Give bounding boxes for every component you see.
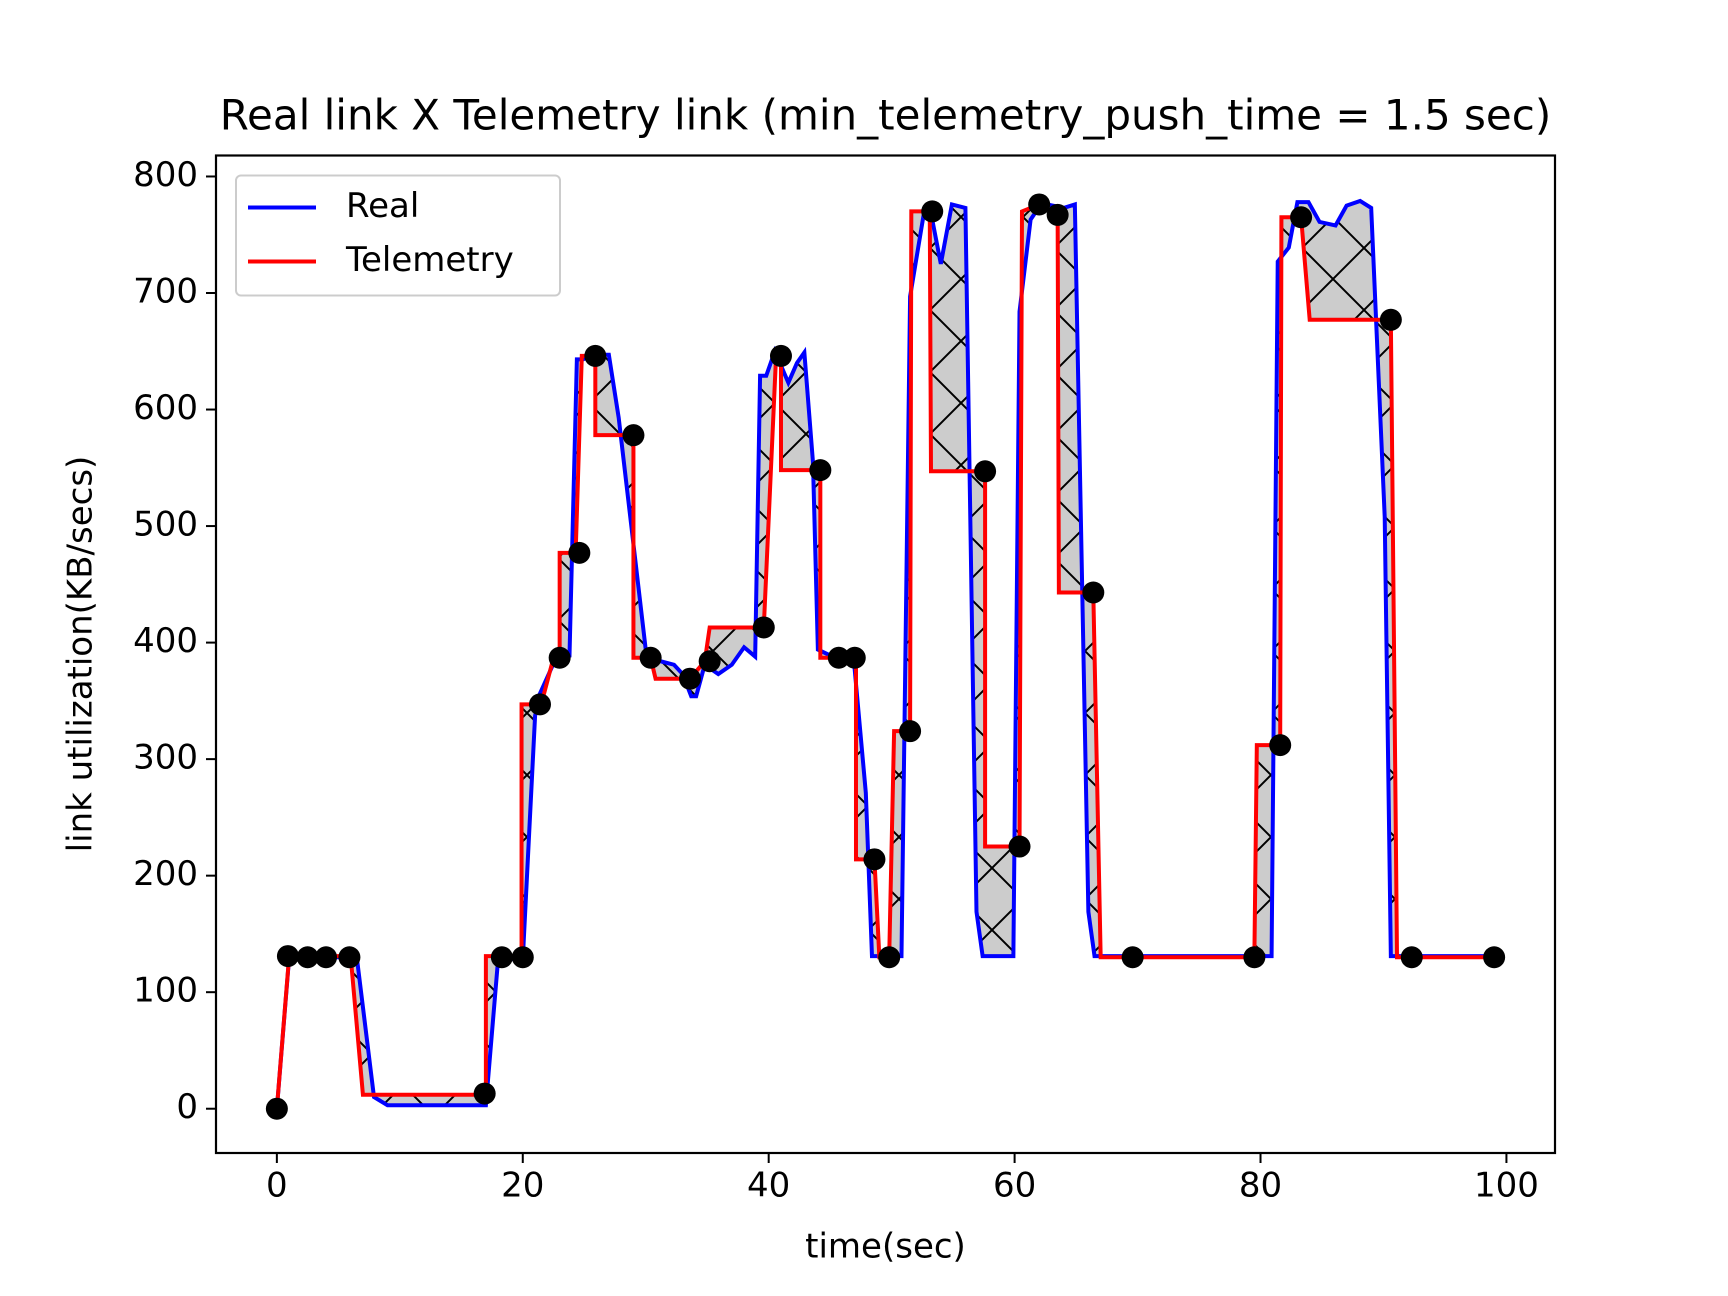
legend-label: Real	[346, 186, 419, 226]
x-tick-label: 100	[1474, 1166, 1539, 1206]
y-tick-label: 200	[133, 854, 198, 894]
marker	[1400, 946, 1423, 969]
marker	[338, 946, 361, 969]
marker	[528, 693, 551, 716]
marker	[921, 200, 944, 223]
y-tick-label: 100	[133, 971, 198, 1011]
x-axis-label: time(sec)	[805, 1227, 966, 1267]
marker	[678, 667, 701, 690]
marker	[843, 646, 866, 669]
marker	[1008, 835, 1031, 858]
x-tick-label: 40	[747, 1166, 790, 1206]
y-axis-label: link utilization(KB/secs)	[61, 456, 101, 853]
marker	[265, 1097, 288, 1120]
marker	[473, 1082, 496, 1105]
marker	[809, 459, 832, 482]
y-tick-label: 800	[133, 155, 198, 195]
marker	[639, 646, 662, 669]
marker	[1121, 946, 1144, 969]
y-tick-label: 600	[133, 388, 198, 428]
legend-label: Telemetry	[345, 240, 514, 280]
legend-box	[235, 174, 561, 297]
marker	[276, 945, 299, 968]
marker	[548, 646, 571, 669]
marker	[1082, 581, 1105, 604]
marker	[1290, 206, 1313, 229]
marker	[1243, 946, 1266, 969]
marker	[584, 344, 607, 367]
marker	[974, 460, 997, 483]
marker	[568, 541, 591, 564]
marker	[511, 946, 534, 969]
marker	[698, 650, 721, 673]
marker	[622, 424, 645, 447]
x-tick-label: 20	[501, 1166, 544, 1206]
axes-frame	[214, 154, 1557, 1155]
marker	[1483, 946, 1506, 969]
marker	[752, 616, 775, 639]
marker	[490, 946, 513, 969]
fill-between	[276, 200, 1495, 1109]
marker	[1046, 203, 1069, 226]
y-tick-label: 700	[133, 272, 198, 312]
marker	[827, 646, 850, 669]
y-tick-label: 500	[133, 505, 198, 545]
marker	[1028, 193, 1051, 216]
x-tick-label: 80	[1239, 1166, 1282, 1206]
marker	[899, 720, 922, 743]
marker	[296, 946, 319, 969]
marker	[878, 946, 901, 969]
marker	[1269, 734, 1292, 757]
marker	[769, 344, 792, 367]
marker	[315, 946, 338, 969]
y-tick-label: 300	[133, 738, 198, 778]
x-tick-label: 60	[993, 1166, 1036, 1206]
marker	[863, 848, 886, 871]
marker	[1379, 308, 1402, 331]
y-tick-label: 400	[133, 621, 198, 661]
y-tick-label: 0	[176, 1087, 198, 1127]
chart-title: Real link X Telemetry link (min_telemetr…	[220, 91, 1552, 140]
x-tick-label: 0	[266, 1166, 288, 1206]
